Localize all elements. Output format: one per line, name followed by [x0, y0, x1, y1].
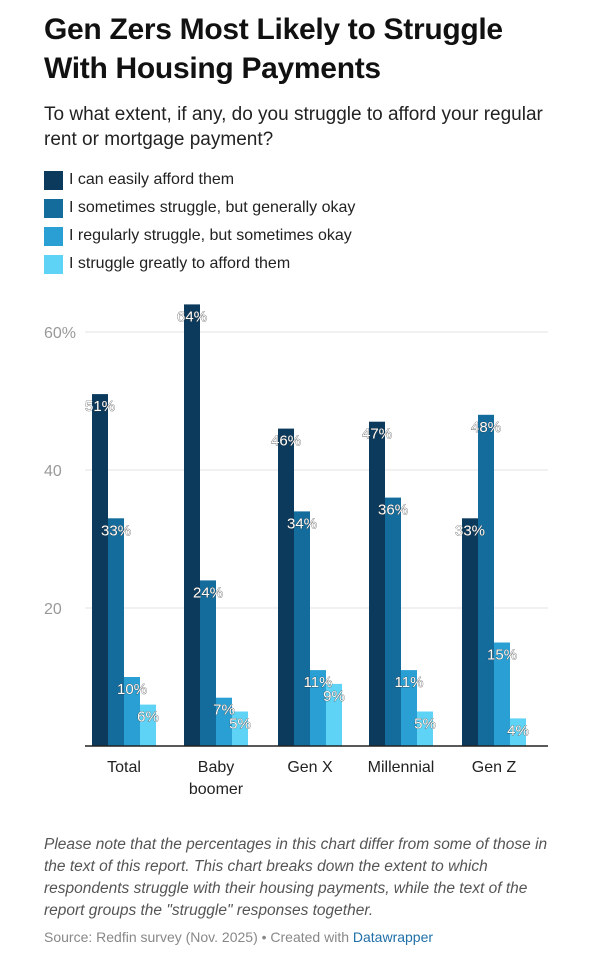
legend-swatch-greatly — [44, 254, 63, 274]
bar — [478, 414, 494, 746]
bar — [385, 497, 401, 746]
bar — [232, 711, 248, 746]
chart-note: Please note that the percentages in this… — [44, 836, 548, 919]
legend-label-sometimes: I sometimes struggle, but generally okay — [69, 199, 356, 216]
data-label: 24% — [193, 584, 223, 601]
bar — [462, 518, 478, 746]
bar — [401, 670, 417, 746]
source-line: Source: Redfin survey (Nov. 2025) • Crea… — [44, 929, 564, 945]
bar — [510, 718, 526, 746]
data-label: 47% — [362, 426, 392, 443]
legend-swatch-regularly — [44, 226, 63, 246]
y-tick-label: 40 — [44, 463, 62, 480]
legend-label-greatly: I struggle greatly to afford them — [69, 255, 291, 272]
data-label: 36% — [378, 502, 408, 519]
legend-item-regularly: I regularly struggle, but sometimes okay — [44, 222, 564, 250]
bar-chart: 204060%51%33%10%6%Total64%24%7%5%Babyboo… — [44, 304, 548, 798]
legend-label-easily: I can easily afford them — [69, 171, 235, 188]
legend-label-regularly: I regularly struggle, but sometimes okay — [69, 227, 352, 244]
x-tick-label: Millennial — [368, 759, 435, 776]
legend-swatch-sometimes — [44, 198, 63, 218]
data-label: 11% — [304, 674, 333, 691]
bar — [326, 683, 342, 746]
x-tick-label: Baby — [198, 759, 234, 776]
bar — [278, 428, 294, 746]
data-label: 7% — [213, 702, 235, 719]
legend-item-sometimes: I sometimes struggle, but generally okay — [44, 194, 564, 222]
bar — [92, 394, 108, 746]
data-label: 5% — [414, 716, 436, 733]
source-text: Source: Redfin survey (Nov. 2025) • Crea… — [44, 929, 353, 945]
data-label: 64% — [177, 308, 207, 325]
data-label: 4% — [507, 722, 529, 739]
legend: I can easily afford them I sometimes str… — [44, 166, 564, 278]
x-tick-label: boomer — [189, 781, 244, 798]
bar — [108, 518, 124, 746]
bar — [294, 511, 310, 746]
data-label: 51% — [85, 398, 115, 415]
bar — [369, 421, 385, 746]
data-label: 11% — [395, 674, 424, 691]
bar — [494, 642, 510, 746]
bar — [310, 670, 326, 746]
y-tick-label: 60% — [44, 325, 76, 342]
data-label: 48% — [471, 419, 501, 436]
bar — [417, 711, 433, 746]
chart-subtitle: To what extent, if any, do you struggle … — [44, 104, 543, 150]
legend-item-easily: I can easily afford them — [44, 166, 564, 194]
data-label: 10% — [117, 681, 147, 698]
datawrapper-link[interactable]: Datawrapper — [352, 929, 434, 945]
bar — [140, 704, 156, 746]
data-label: 46% — [271, 433, 301, 450]
x-tick-label: Gen Z — [472, 759, 517, 776]
data-label: 15% — [487, 647, 517, 664]
chart-title: Gen Zers Most Likely to Struggle With Ho… — [44, 13, 503, 85]
y-tick-label: 20 — [44, 601, 62, 618]
data-label: 6% — [137, 709, 159, 726]
x-tick-label: Gen X — [287, 759, 333, 776]
legend-swatch-easily — [44, 170, 63, 190]
bar — [124, 677, 140, 746]
data-label: 33% — [455, 522, 485, 539]
data-label: 34% — [287, 515, 317, 532]
bar — [216, 697, 232, 746]
data-label: 33% — [101, 522, 131, 539]
data-label: 9% — [323, 688, 345, 705]
legend-item-greatly: I struggle greatly to afford them — [44, 250, 564, 278]
bar — [184, 304, 200, 746]
x-tick-label: Total — [107, 759, 141, 776]
data-label: 5% — [229, 716, 251, 733]
bar — [200, 580, 216, 746]
